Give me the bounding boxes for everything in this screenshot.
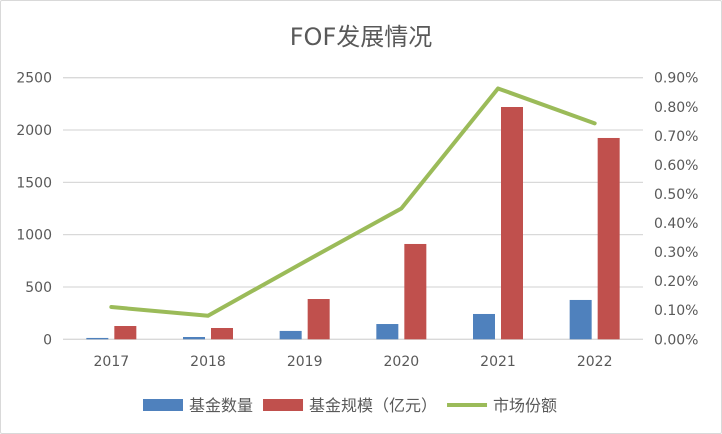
bar-fund-count xyxy=(473,313,495,340)
legend-swatch xyxy=(143,399,183,411)
y-left-tick-label: 500 xyxy=(25,280,52,296)
bar-fund-size xyxy=(114,326,137,340)
x-tick-label: 2021 xyxy=(480,354,516,370)
y-right-tick-label: 0.60% xyxy=(654,158,698,174)
y-right-tick-label: 0.00% xyxy=(654,332,698,348)
x-tick-label: 2020 xyxy=(384,354,420,370)
y-right-tick-label: 0.90% xyxy=(654,71,698,87)
bar-fund-count xyxy=(86,337,109,340)
y-right-tick-label: 0.20% xyxy=(654,274,698,290)
y-right-tick-label: 0.10% xyxy=(654,303,698,319)
y-left-tick-label: 2500 xyxy=(16,71,52,87)
bar-fund-count xyxy=(279,330,302,340)
y-left-tick-label: 1500 xyxy=(16,175,52,191)
bar-fund-size xyxy=(211,327,233,340)
legend-label: 基金规模（亿元） xyxy=(309,396,437,415)
bar-fund-count xyxy=(183,336,205,340)
y-right-tick-label: 0.30% xyxy=(654,245,698,261)
y-right-tick-label: 0.80% xyxy=(654,100,698,116)
x-tick-label: 2018 xyxy=(190,354,226,370)
bar-fund-count xyxy=(376,324,399,340)
line-market-share xyxy=(109,86,597,318)
y-left-tick-label: 2000 xyxy=(16,123,52,139)
chart-title: FOF发展情况 xyxy=(290,23,433,51)
legend-label: 市场份额 xyxy=(493,396,557,415)
y-left-tick-label: 0 xyxy=(43,332,52,348)
bar-fund-count xyxy=(569,299,592,340)
bar-fund-size xyxy=(404,243,427,340)
y-right-tick-label: 0.40% xyxy=(654,216,698,232)
bar-fund-size xyxy=(307,299,330,340)
bar-fund-size xyxy=(597,137,620,340)
bar-fund-size xyxy=(501,106,523,340)
x-tick-label: 2017 xyxy=(94,354,130,370)
x-tick-label: 2019 xyxy=(287,354,323,370)
legend-swatch xyxy=(263,399,304,411)
y-left-tick-label: 1000 xyxy=(16,228,52,244)
x-tick-label: 2022 xyxy=(577,354,613,370)
y-right-tick-label: 0.50% xyxy=(654,187,698,203)
y-right-tick-label: 0.70% xyxy=(654,129,698,145)
legend-label: 基金数量 xyxy=(189,396,253,415)
